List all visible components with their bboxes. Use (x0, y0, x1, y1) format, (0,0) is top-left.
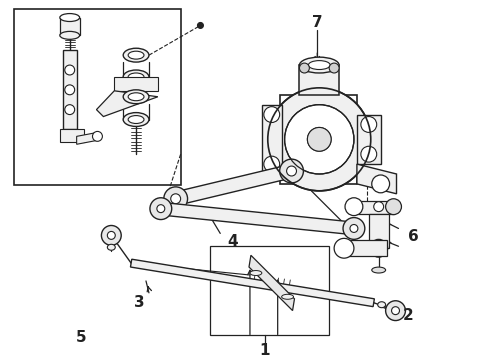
Circle shape (171, 194, 181, 204)
Polygon shape (60, 130, 84, 142)
Ellipse shape (60, 31, 79, 39)
Circle shape (264, 156, 280, 172)
Ellipse shape (128, 51, 144, 59)
Circle shape (350, 225, 358, 233)
Text: 7: 7 (312, 15, 322, 30)
Ellipse shape (123, 113, 149, 126)
Ellipse shape (107, 244, 115, 250)
Circle shape (372, 175, 390, 193)
Circle shape (268, 88, 371, 191)
Ellipse shape (128, 116, 144, 123)
Circle shape (329, 63, 339, 73)
Circle shape (264, 107, 280, 122)
Circle shape (361, 146, 377, 162)
Circle shape (307, 127, 331, 151)
Polygon shape (114, 77, 158, 91)
Circle shape (285, 105, 354, 174)
Circle shape (370, 239, 388, 257)
Polygon shape (63, 50, 76, 130)
Circle shape (334, 238, 354, 258)
Ellipse shape (123, 70, 149, 84)
Polygon shape (344, 240, 387, 256)
Polygon shape (299, 65, 339, 95)
Circle shape (150, 198, 172, 220)
Text: 3: 3 (134, 295, 145, 310)
Ellipse shape (128, 93, 144, 101)
Bar (210, 246, 329, 336)
Ellipse shape (123, 90, 149, 104)
Ellipse shape (372, 267, 386, 273)
Text: 5: 5 (76, 330, 87, 345)
Ellipse shape (282, 294, 294, 299)
Circle shape (287, 166, 296, 176)
Polygon shape (130, 259, 374, 307)
Circle shape (197, 22, 203, 28)
Circle shape (392, 307, 399, 315)
Circle shape (93, 131, 102, 141)
Polygon shape (357, 164, 396, 194)
Polygon shape (357, 114, 381, 164)
Polygon shape (60, 18, 79, 35)
Circle shape (164, 187, 188, 211)
Text: 6: 6 (408, 229, 419, 244)
Polygon shape (249, 255, 294, 311)
Polygon shape (280, 95, 357, 184)
Circle shape (65, 85, 74, 95)
Ellipse shape (128, 73, 144, 81)
Text: 1: 1 (260, 343, 270, 358)
Circle shape (101, 225, 121, 245)
Circle shape (386, 301, 405, 320)
Polygon shape (369, 213, 389, 248)
Circle shape (375, 244, 383, 252)
Text: 4: 4 (227, 234, 238, 249)
Bar (14, 9, 181, 185)
Circle shape (345, 198, 363, 216)
Ellipse shape (123, 48, 149, 62)
Ellipse shape (378, 302, 386, 308)
Ellipse shape (250, 271, 262, 275)
Polygon shape (157, 203, 358, 234)
Ellipse shape (299, 57, 339, 73)
Circle shape (343, 217, 365, 239)
Polygon shape (354, 201, 393, 213)
Circle shape (157, 205, 165, 213)
Ellipse shape (60, 14, 79, 22)
Polygon shape (172, 163, 295, 207)
Circle shape (65, 65, 74, 75)
Polygon shape (262, 105, 282, 174)
Text: 2: 2 (403, 308, 414, 323)
Circle shape (386, 199, 401, 215)
Circle shape (307, 127, 331, 151)
Circle shape (280, 159, 303, 183)
Circle shape (65, 105, 74, 114)
Circle shape (361, 117, 377, 132)
Polygon shape (97, 91, 158, 117)
Circle shape (299, 63, 309, 73)
Ellipse shape (308, 60, 330, 69)
Circle shape (374, 202, 384, 212)
Polygon shape (76, 132, 98, 144)
Circle shape (107, 231, 115, 239)
